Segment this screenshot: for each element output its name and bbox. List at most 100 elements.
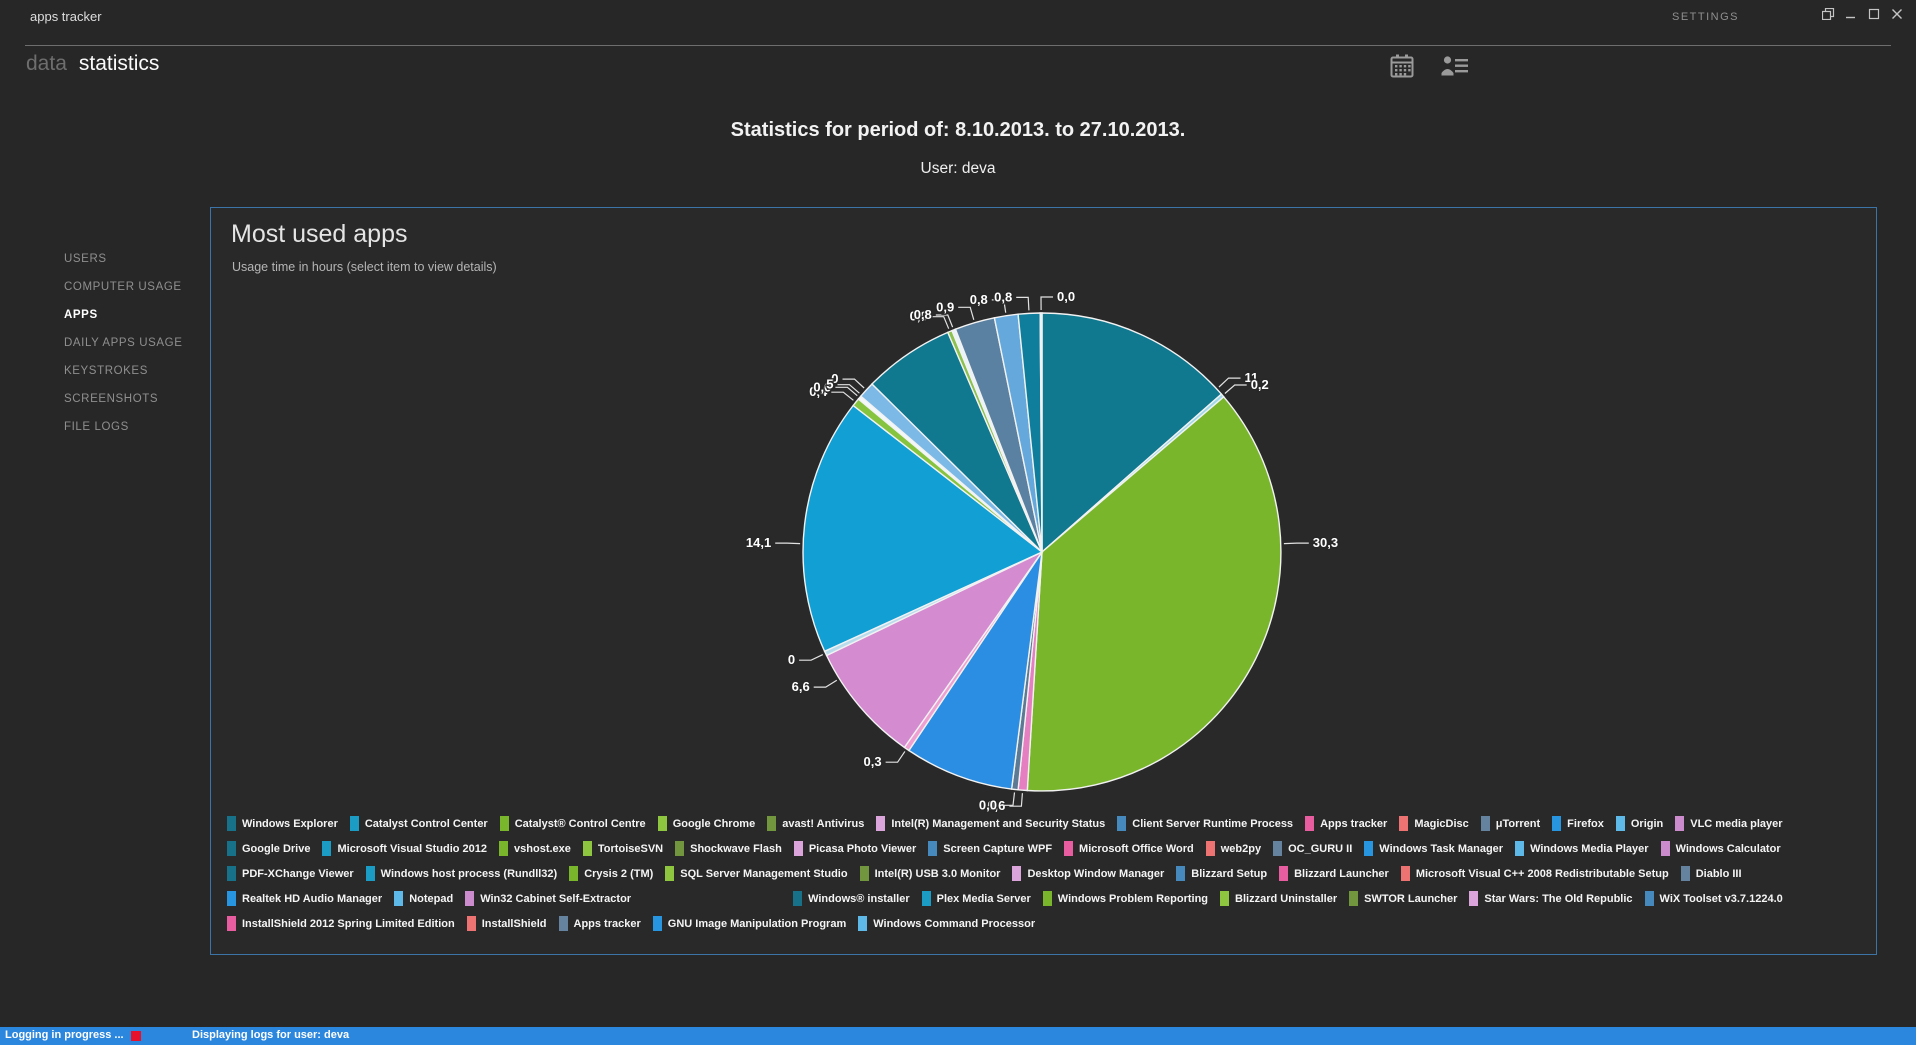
- pie-label-leader: [1224, 384, 1247, 394]
- legend-item[interactable]: SQL Server Management Studio: [665, 866, 848, 881]
- legend-item[interactable]: avast! Antivirus: [767, 816, 864, 831]
- titlebar-divider: [25, 45, 1891, 46]
- legend-color-swatch: [1644, 891, 1654, 906]
- legend-item[interactable]: Windows Problem Reporting: [1042, 891, 1208, 906]
- legend-item[interactable]: Windows host process (Rundll32): [365, 866, 557, 881]
- legend-item[interactable]: Google Drive: [227, 841, 310, 856]
- legend-item[interactable]: Notepad: [394, 891, 453, 906]
- legend-item[interactable]: Apps tracker: [558, 916, 641, 931]
- legend-label: avast! Antivirus: [782, 817, 865, 830]
- legend-item[interactable]: SWTOR Launcher: [1349, 891, 1457, 906]
- pie-slice[interactable]: [1026, 395, 1282, 792]
- legend-item[interactable]: Realtek HD Audio Manager: [227, 891, 382, 906]
- legend-item[interactable]: Windows Explorer: [227, 816, 338, 831]
- legend-item[interactable]: Desktop Window Manager: [1012, 866, 1164, 881]
- legend-color-swatch: [1220, 891, 1230, 906]
- legend-item[interactable]: μTorrent: [1480, 816, 1540, 831]
- legend-item[interactable]: Blizzard Launcher: [1279, 866, 1389, 881]
- sidebar-item-screenshots[interactable]: SCREENSHOTS: [64, 393, 159, 405]
- legend-item[interactable]: GNU Image Manipulation Program: [652, 916, 847, 931]
- pie-slice[interactable]: [1041, 312, 1223, 554]
- legend-color-swatch: [1305, 816, 1315, 831]
- legend-item[interactable]: Windows Calculator: [1660, 841, 1781, 856]
- legend-label: Desktop Window Manager: [1027, 867, 1165, 880]
- legend-item[interactable]: Shockwave Flash: [675, 841, 782, 856]
- pie-slice[interactable]: [907, 551, 1043, 790]
- legend-label: Google Drive: [242, 842, 311, 855]
- sidebar-item-users[interactable]: USERS: [64, 253, 107, 265]
- legend-color-swatch: [652, 916, 662, 931]
- legend-item[interactable]: Plex Media Server: [921, 891, 1031, 906]
- legend-item[interactable]: Win32 Cabinet Self-Extractor: [465, 891, 631, 906]
- legend-item[interactable]: Google Chrome: [657, 816, 756, 831]
- legend-label: SQL Server Management Studio: [680, 867, 848, 880]
- legend-label: Star Wars: The Old Republic: [1484, 892, 1633, 905]
- legend-item[interactable]: Intel(R) USB 3.0 Monitor: [859, 866, 1000, 881]
- legend-item[interactable]: Microsoft Office Word: [1064, 841, 1194, 856]
- legend-color-swatch: [1273, 841, 1283, 856]
- legend-item[interactable]: Picasa Photo Viewer: [793, 841, 916, 856]
- legend-item[interactable]: Windows Media Player: [1515, 841, 1649, 856]
- legend-item[interactable]: Screen Capture WPF: [928, 841, 1052, 856]
- legend-item[interactable]: Blizzard Uninstaller: [1220, 891, 1337, 906]
- legend-item[interactable]: Microsoft Visual C++ 2008 Redistributabl…: [1400, 866, 1669, 881]
- sidebar-item-computer-usage[interactable]: COMPUTER USAGE: [64, 281, 182, 293]
- legend-label: Screen Capture WPF: [943, 842, 1053, 855]
- legend-item[interactable]: Diablo III: [1680, 866, 1742, 881]
- legend-item[interactable]: Blizzard Setup: [1176, 866, 1267, 881]
- legend-item[interactable]: Catalyst® Control Centre: [499, 816, 646, 831]
- legend-item[interactable]: TortoiseSVN: [582, 841, 663, 856]
- legend-item[interactable]: Windows Command Processor: [858, 916, 1035, 931]
- window-title: apps tracker: [30, 9, 102, 24]
- legend-item[interactable]: Windows® installer: [793, 891, 910, 906]
- legend-item[interactable]: Catalyst Control Center: [349, 816, 488, 831]
- pie-slice-value-label: 0,0: [979, 797, 997, 812]
- pie-slice-value-label: 30,3: [1313, 535, 1338, 550]
- sidebar-item-apps[interactable]: APPS: [64, 309, 98, 321]
- legend-item[interactable]: Intel(R) Management and Security Status: [876, 816, 1105, 831]
- restore-icon[interactable]: [1821, 7, 1835, 20]
- legend-item[interactable]: vshost.exe: [499, 841, 571, 856]
- legend-label: InstallShield 2012 Spring Limited Editio…: [242, 917, 455, 930]
- legend-item[interactable]: web2py: [1205, 841, 1261, 856]
- legend-item[interactable]: OC_GURU II: [1273, 841, 1352, 856]
- pie-slice[interactable]: [802, 404, 1044, 653]
- legend-label: Shockwave Flash: [690, 842, 782, 855]
- pie-slice[interactable]: [1039, 312, 1043, 553]
- legend-label: MagicDisc: [1414, 817, 1469, 830]
- sidebar-item-file-logs[interactable]: FILE LOGS: [64, 421, 129, 433]
- legend-item[interactable]: Star Wars: The Old Republic: [1469, 891, 1633, 906]
- legend-item[interactable]: InstallShield 2012 Spring Limited Editio…: [227, 916, 455, 931]
- legend-item[interactable]: Origin: [1615, 816, 1663, 831]
- sidebar-item-keystrokes[interactable]: KEYSTROKES: [64, 365, 148, 377]
- legend-label: GNU Image Manipulation Program: [667, 917, 847, 930]
- legend-item[interactable]: Microsoft Visual Studio 2012: [322, 841, 487, 856]
- legend-label: Blizzard Launcher: [1294, 867, 1389, 880]
- pie-slice[interactable]: [825, 550, 1045, 749]
- legend-item[interactable]: InstallShield: [466, 916, 547, 931]
- legend-item[interactable]: VLC media player: [1675, 816, 1783, 831]
- legend-item[interactable]: Crysis 2 (TM): [569, 866, 653, 881]
- pie-slice-value-label: 0,4: [809, 384, 828, 399]
- recording-indicator-icon[interactable]: [131, 1031, 141, 1041]
- legend-item[interactable]: MagicDisc: [1399, 816, 1469, 831]
- legend-item[interactable]: Firefox: [1552, 816, 1604, 831]
- minimize-icon[interactable]: [1844, 7, 1858, 20]
- legend-item[interactable]: WiX Toolset v3.7.1224.0: [1644, 891, 1783, 906]
- legend-item[interactable]: Windows Task Manager: [1364, 841, 1503, 856]
- breadcrumb-data[interactable]: data: [26, 52, 67, 75]
- status-bar: Logging in progress ... Displaying logs …: [0, 1027, 1916, 1045]
- legend-item[interactable]: Apps tracker: [1305, 816, 1387, 831]
- pie-slice-value-label: 0,8: [994, 289, 1012, 304]
- legend-item[interactable]: PDF-XChange Viewer: [227, 866, 354, 881]
- legend-label: Google Chrome: [672, 817, 756, 830]
- close-icon[interactable]: [1890, 7, 1904, 20]
- settings-button[interactable]: SETTINGS: [1672, 11, 1740, 23]
- window-controls: [1821, 7, 1904, 20]
- calendar-icon[interactable]: [1388, 53, 1418, 79]
- legend-item[interactable]: Client Server Runtime Process: [1117, 816, 1293, 831]
- maximize-icon[interactable]: [1867, 7, 1881, 20]
- user-list-icon[interactable]: [1440, 53, 1470, 79]
- sidebar-item-daily-apps-usage[interactable]: DAILY APPS USAGE: [64, 337, 183, 349]
- breadcrumb-statistics[interactable]: statistics: [78, 52, 160, 75]
